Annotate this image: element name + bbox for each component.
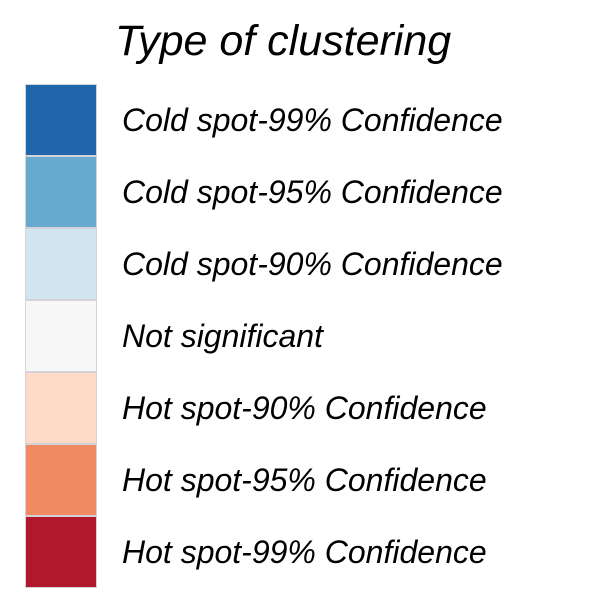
legend-item-label: Hot spot-90% Confidence [122,390,487,426]
color-swatch [25,444,97,516]
legend-item-label: Hot spot-99% Confidence [122,534,487,570]
color-swatch [25,516,97,588]
legend-item-label: Not significant [122,318,323,354]
legend-title: Type of clustering [115,17,452,65]
legend-item-hot-spot-95: Hot spot-95% Confidence [25,444,585,516]
color-swatch [25,228,97,300]
legend-item-cold-spot-99: Cold spot-99% Confidence [25,84,585,156]
legend-item-label: Hot spot-95% Confidence [122,462,487,498]
legend-item-label: Cold spot-95% Confidence [122,174,503,210]
color-swatch [25,84,97,156]
color-swatch [25,300,97,372]
legend-item-label: Cold spot-99% Confidence [122,102,503,138]
legend-item-not-significant: Not significant [25,300,585,372]
legend-item-cold-spot-90: Cold spot-90% Confidence [25,228,585,300]
legend-items: Cold spot-99% Confidence Cold spot-95% C… [25,84,585,588]
color-swatch [25,372,97,444]
color-swatch [25,156,97,228]
legend-item-label: Cold spot-90% Confidence [122,246,503,282]
legend-item-hot-spot-99: Hot spot-99% Confidence [25,516,585,588]
legend-item-hot-spot-90: Hot spot-90% Confidence [25,372,585,444]
legend-item-cold-spot-95: Cold spot-95% Confidence [25,156,585,228]
